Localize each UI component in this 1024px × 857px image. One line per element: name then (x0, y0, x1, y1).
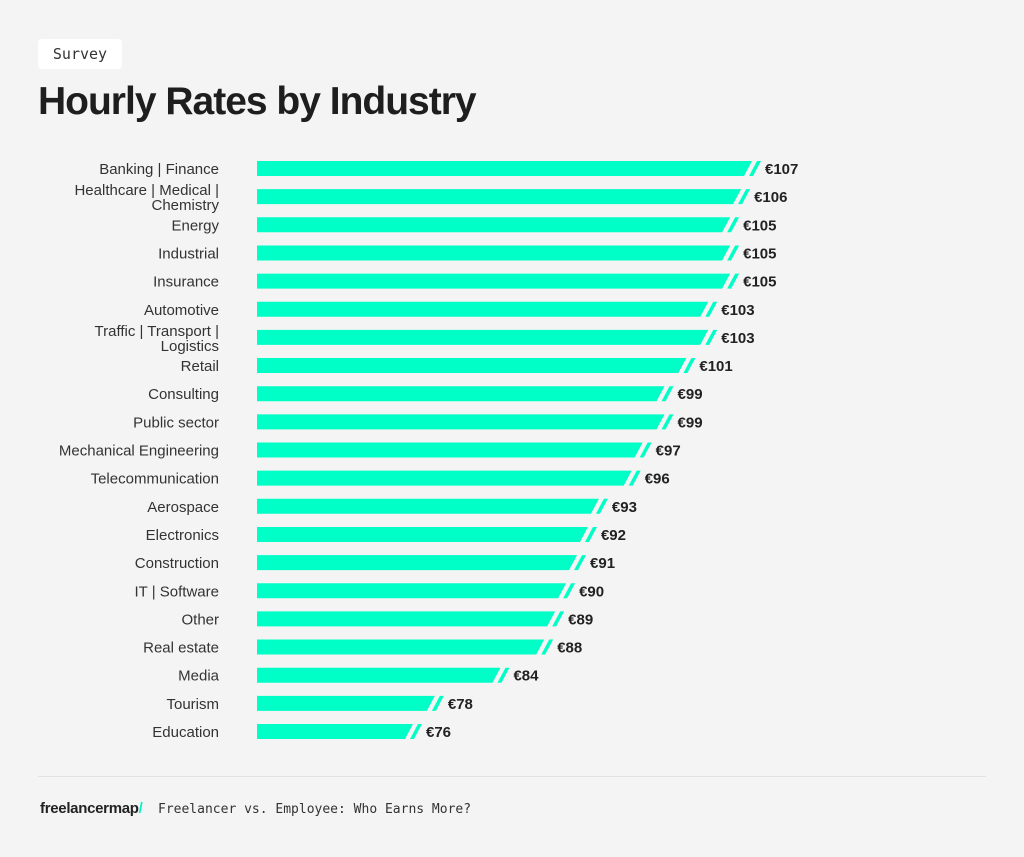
category-label: Construction (135, 555, 219, 572)
divider (38, 776, 986, 777)
bar-break-slash (552, 611, 565, 627)
value-label: €96 (645, 471, 670, 488)
category-label: Insurance (153, 274, 219, 291)
logo-text: freelancermap (40, 800, 139, 817)
value-label: €88 (557, 640, 582, 657)
bar (257, 329, 709, 345)
category-label: Healthcare | Medical | (74, 182, 219, 199)
bar-break-slash (628, 470, 641, 486)
bar-break-slash (541, 639, 554, 655)
value-label: €78 (448, 696, 473, 713)
bar-break-slash (705, 301, 718, 317)
bar-break-slash (727, 217, 740, 233)
category-label: Public sector (133, 414, 219, 431)
category-label: Energy (171, 217, 219, 234)
bar (257, 667, 501, 683)
bar-break-slash (574, 555, 587, 571)
bar (257, 442, 643, 458)
category-label: Telecommunication (91, 471, 219, 488)
category-label: Industrial (158, 245, 219, 262)
bar-break-slash (584, 526, 597, 542)
bar-break-slash (661, 386, 674, 402)
category-label: Retail (181, 358, 219, 375)
category-label: Chemistry (151, 197, 219, 214)
bar (257, 498, 599, 514)
bar-break-slash (497, 667, 510, 683)
bar-break-slash (727, 273, 740, 289)
value-label: €105 (743, 217, 776, 234)
category-label: Banking | Finance (99, 161, 219, 178)
value-label: €93 (612, 499, 637, 516)
value-label: €106 (754, 189, 787, 206)
value-label: €90 (579, 583, 604, 600)
category-label: Mechanical Engineering (59, 443, 219, 460)
bar-break-slash (661, 414, 674, 430)
category-label: Automotive (144, 302, 219, 319)
bar (257, 301, 709, 317)
value-label: €107 (765, 161, 798, 178)
bar (257, 695, 435, 711)
value-label: €99 (678, 386, 703, 403)
bar (257, 611, 556, 627)
bar (257, 583, 567, 599)
bar (257, 724, 413, 739)
value-label: €92 (601, 527, 626, 544)
bar (257, 414, 665, 430)
category-label: Real estate (143, 640, 219, 657)
value-label: €103 (721, 302, 754, 319)
bar (257, 555, 578, 571)
category-label: Logistics (161, 338, 219, 355)
bar (257, 245, 731, 261)
footer-subtitle: Freelancer vs. Employee: Who Earns More? (158, 802, 472, 817)
bar (257, 358, 687, 374)
bar (257, 273, 731, 289)
category-label: Consulting (148, 386, 219, 403)
category-label: Electronics (146, 527, 219, 544)
value-label: €103 (721, 330, 754, 347)
value-label: €84 (513, 668, 539, 685)
value-label: €101 (699, 358, 732, 375)
bar-break-slash (705, 329, 718, 345)
category-label: Other (181, 611, 219, 628)
bar-break-slash (410, 724, 422, 739)
value-label: €97 (656, 443, 681, 460)
logo-slash: / (138, 800, 143, 817)
survey-tag: Survey (38, 39, 122, 69)
bar-break-slash (727, 245, 740, 261)
value-label: €91 (590, 555, 615, 572)
category-label: Traffic | Transport | (95, 323, 220, 340)
value-label: €105 (743, 245, 776, 262)
bar-break-slash (431, 695, 444, 711)
bar (257, 189, 742, 205)
bar-break-slash (683, 358, 696, 374)
value-label: €76 (426, 724, 451, 741)
value-label: €89 (568, 611, 593, 628)
page-title: Hourly Rates by Industry (38, 80, 477, 123)
bar-break-slash (639, 442, 652, 458)
bar (257, 386, 665, 402)
bar (257, 161, 752, 176)
value-label: €105 (743, 274, 776, 291)
bar (257, 470, 632, 486)
bar-break-slash (595, 498, 608, 514)
value-label: €99 (678, 414, 703, 431)
category-label: Education (152, 724, 219, 741)
category-label: Aerospace (147, 499, 219, 516)
bar-break-slash (563, 583, 576, 599)
bar (257, 639, 545, 655)
category-label: Tourism (166, 696, 219, 713)
freelancermap-logo: freelancermap/ (40, 800, 143, 817)
category-label: IT | Software (135, 583, 220, 600)
bar (257, 217, 731, 233)
bar-break-slash (749, 161, 761, 176)
category-label: Media (178, 668, 220, 685)
bar (257, 526, 588, 542)
bar-break-slash (738, 189, 751, 205)
